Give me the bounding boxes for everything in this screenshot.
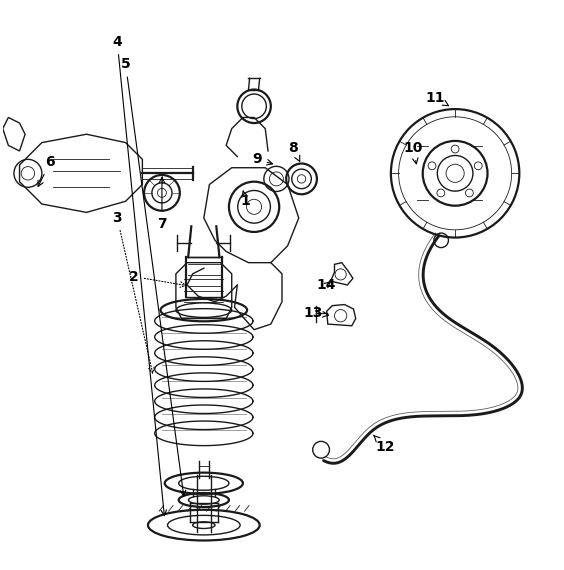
Text: 2: 2 [129, 270, 186, 287]
Text: 7: 7 [157, 177, 167, 231]
Text: 3: 3 [112, 211, 154, 373]
Text: 13: 13 [303, 306, 328, 320]
Text: 9: 9 [252, 152, 272, 166]
Text: 10: 10 [404, 141, 423, 164]
Text: 8: 8 [288, 141, 299, 161]
Text: 1: 1 [241, 191, 250, 208]
Text: 14: 14 [317, 278, 336, 292]
Text: 11: 11 [426, 91, 448, 105]
Text: 12: 12 [373, 435, 395, 454]
Text: 6: 6 [38, 155, 55, 186]
Text: 4: 4 [112, 35, 166, 515]
Text: 5: 5 [121, 58, 186, 496]
